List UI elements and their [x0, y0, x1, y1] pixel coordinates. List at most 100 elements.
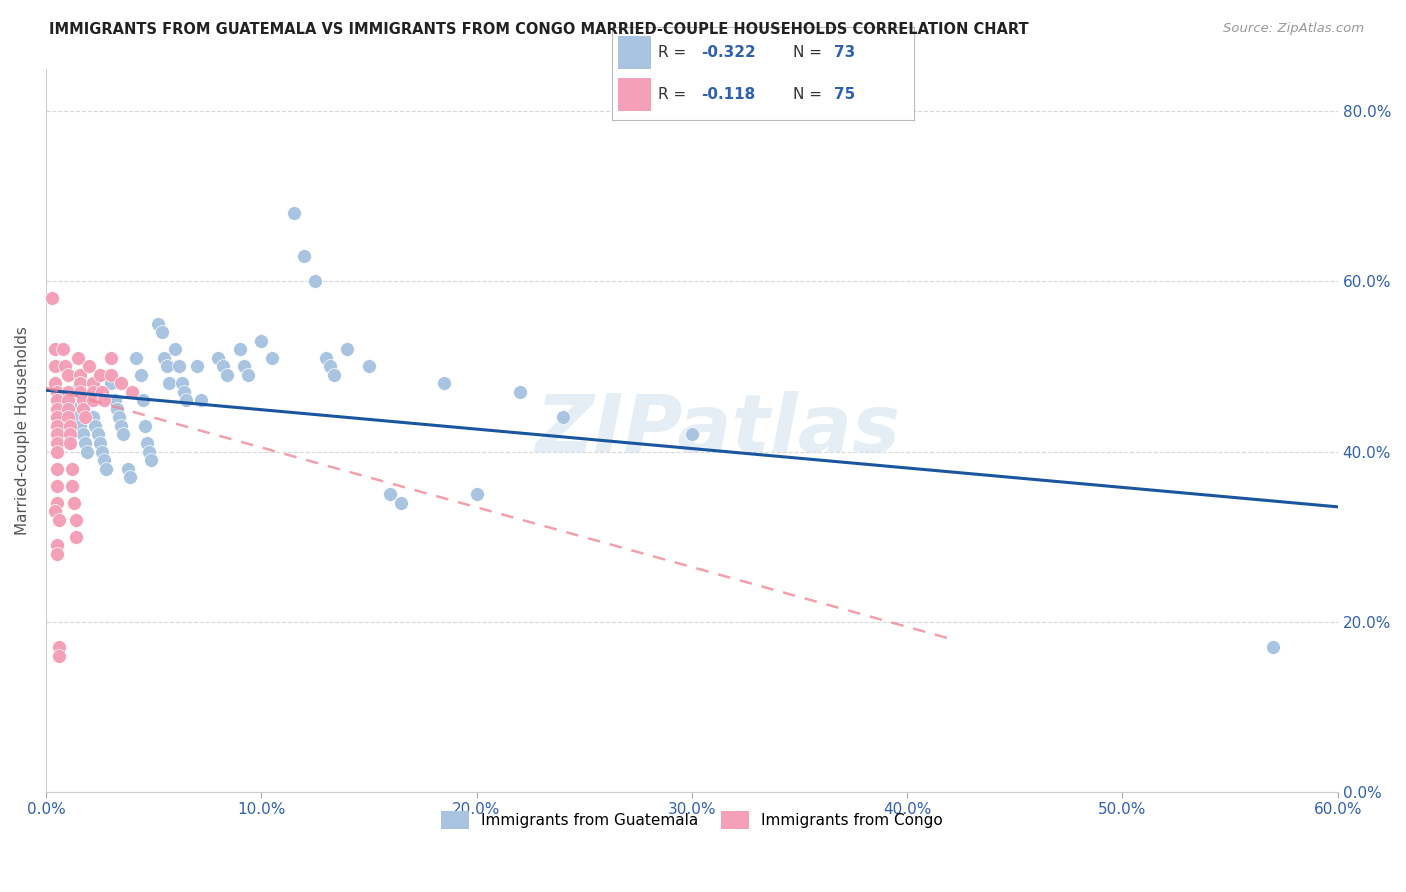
Point: [238, 368, 260, 382]
Point: [45, 393, 67, 408]
Point: [69, 384, 91, 399]
Point: [82, 384, 104, 399]
Point: [141, 453, 163, 467]
Point: [153, 351, 176, 365]
Point: [65, 513, 87, 527]
Point: [125, 351, 148, 365]
Point: [45, 478, 67, 492]
Point: [100, 376, 122, 391]
Point: [89, 436, 111, 450]
Point: [45, 419, 67, 434]
Point: [45, 410, 67, 425]
Y-axis label: Married-couple Households: Married-couple Households: [15, 326, 30, 534]
Point: [86, 427, 108, 442]
Point: [44, 343, 66, 357]
Point: [89, 368, 111, 382]
Point: [73, 410, 96, 425]
Point: [357, 359, 380, 374]
Point: [283, 206, 305, 220]
Point: [91, 384, 114, 399]
Point: [60, 461, 83, 475]
Point: [319, 359, 342, 374]
Point: [112, 427, 135, 442]
Point: [108, 410, 131, 425]
Point: [56, 410, 79, 425]
Point: [69, 368, 91, 382]
Text: -0.322: -0.322: [700, 45, 755, 60]
Point: [93, 453, 115, 467]
Point: [72, 427, 94, 442]
Point: [134, 419, 156, 434]
Point: [48, 513, 70, 527]
Text: Source: ZipAtlas.com: Source: ZipAtlas.com: [1223, 22, 1364, 36]
Point: [174, 393, 197, 408]
Point: [48, 648, 70, 663]
Point: [52, 343, 75, 357]
Text: ZIPatlas: ZIPatlas: [536, 392, 900, 469]
Point: [48, 640, 70, 655]
Point: [551, 410, 574, 425]
Point: [207, 351, 229, 365]
Point: [44, 504, 66, 518]
Point: [138, 444, 160, 458]
Point: [67, 410, 90, 425]
Point: [433, 376, 456, 391]
Point: [65, 401, 87, 416]
Point: [132, 393, 155, 408]
Point: [49, 401, 72, 416]
Point: [389, 495, 412, 509]
Point: [465, 487, 488, 501]
Point: [56, 393, 79, 408]
Point: [60, 384, 83, 399]
Point: [72, 401, 94, 416]
Point: [323, 368, 346, 382]
Point: [73, 436, 96, 450]
Bar: [617, 78, 651, 111]
Bar: [617, 36, 651, 69]
Point: [65, 530, 87, 544]
Point: [60, 478, 83, 492]
Point: [129, 368, 152, 382]
Point: [45, 384, 67, 399]
Point: [69, 376, 91, 391]
Point: [315, 351, 337, 365]
Point: [69, 419, 91, 434]
Point: [72, 393, 94, 408]
Point: [63, 495, 86, 509]
Point: [45, 547, 67, 561]
Point: [59, 419, 82, 434]
Legend: Immigrants from Guatemala, Immigrants from Congo: Immigrants from Guatemala, Immigrants fr…: [434, 805, 949, 835]
Text: N =: N =: [793, 45, 827, 60]
Text: 73: 73: [834, 45, 855, 60]
Text: R =: R =: [658, 45, 692, 60]
Point: [96, 461, 118, 475]
Point: [41, 291, 63, 305]
Point: [380, 487, 402, 501]
Point: [91, 444, 114, 458]
Point: [63, 393, 86, 408]
Point: [1261, 640, 1284, 655]
Point: [155, 359, 177, 374]
Point: [157, 376, 180, 391]
Point: [53, 410, 76, 425]
Point: [211, 359, 233, 374]
Point: [45, 461, 67, 475]
Point: [56, 384, 79, 399]
Point: [190, 393, 212, 408]
Point: [59, 436, 82, 450]
Point: [304, 274, 326, 288]
Text: -0.118: -0.118: [700, 87, 755, 102]
Point: [56, 368, 79, 382]
Point: [45, 538, 67, 552]
Point: [173, 384, 195, 399]
Text: IMMIGRANTS FROM GUATEMALA VS IMMIGRANTS FROM CONGO MARRIED-COUPLE HOUSEHOLDS COR: IMMIGRANTS FROM GUATEMALA VS IMMIGRANTS …: [49, 22, 1029, 37]
Point: [121, 384, 143, 399]
Point: [136, 436, 159, 450]
Point: [82, 393, 104, 408]
Point: [117, 461, 139, 475]
Point: [260, 351, 283, 365]
Point: [59, 427, 82, 442]
Text: R =: R =: [658, 87, 692, 102]
Point: [110, 419, 132, 434]
Point: [228, 343, 250, 357]
